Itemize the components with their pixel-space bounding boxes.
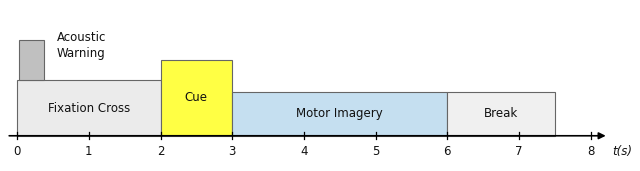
Text: 8: 8 bbox=[587, 145, 595, 158]
Text: Acoustic
Warning: Acoustic Warning bbox=[56, 31, 106, 60]
Bar bbox=[232, 92, 447, 136]
Text: 5: 5 bbox=[372, 145, 380, 158]
Text: Fixation Cross: Fixation Cross bbox=[48, 102, 130, 115]
Text: Cue: Cue bbox=[185, 91, 208, 104]
Text: Break: Break bbox=[484, 107, 518, 120]
Bar bbox=[17, 80, 161, 136]
Text: 0: 0 bbox=[13, 145, 21, 158]
Bar bbox=[161, 60, 232, 136]
Text: 2: 2 bbox=[157, 145, 164, 158]
Text: t(s): t(s) bbox=[612, 145, 632, 158]
Text: 6: 6 bbox=[444, 145, 451, 158]
Bar bbox=[19, 40, 44, 80]
Text: 1: 1 bbox=[85, 145, 93, 158]
Text: 4: 4 bbox=[300, 145, 308, 158]
Text: 3: 3 bbox=[228, 145, 236, 158]
Text: Motor Imagery: Motor Imagery bbox=[296, 107, 383, 120]
Text: 7: 7 bbox=[515, 145, 523, 158]
Bar bbox=[447, 92, 555, 136]
